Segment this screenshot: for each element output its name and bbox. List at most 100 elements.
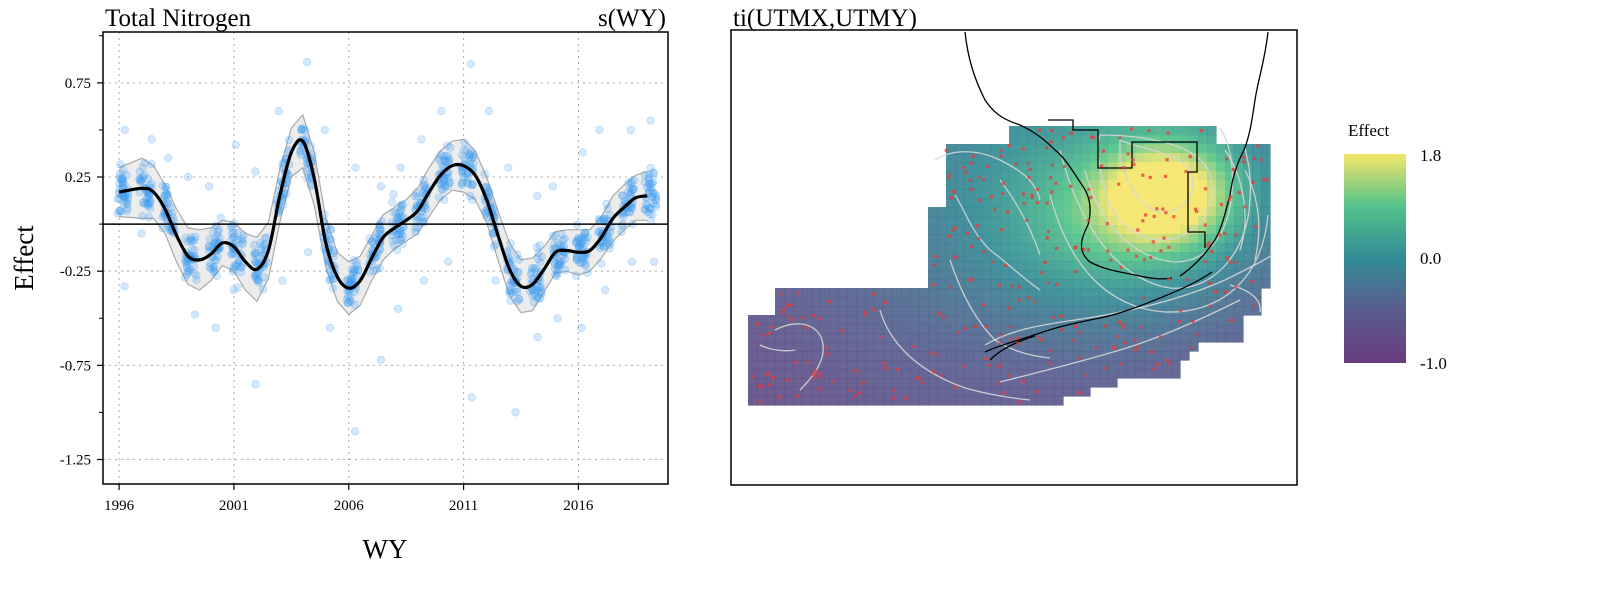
heat-cell [1000,279,1010,289]
station-marker [1048,349,1053,353]
station-marker [1207,241,1211,245]
heat-cell [1243,288,1253,298]
heat-cell [1198,333,1208,343]
station-marker [804,326,808,330]
heat-cell [748,360,758,370]
heat-cell [1045,342,1055,352]
heat-cell [1108,351,1118,361]
heat-cell [1045,144,1055,154]
heat-cell [1108,261,1118,271]
heat-cell [1243,198,1253,208]
heat-cell [1243,207,1253,217]
heat-cell [1207,171,1217,181]
heat-cell [955,171,965,181]
heat-cell [811,306,821,316]
heat-cell [1243,180,1253,190]
heat-cell [1099,279,1109,289]
residual-point [374,229,383,238]
station-marker [1178,320,1182,324]
heat-cell [1009,333,1019,343]
heat-cell [1018,279,1028,289]
station-marker [1118,320,1122,324]
heat-cell [766,396,776,406]
heat-cell [982,306,992,316]
station-marker [971,154,975,158]
station-marker [1208,304,1212,308]
heat-cell [910,315,920,325]
heat-cell [1009,369,1019,379]
heat-cell [748,369,758,379]
residual-point [441,152,450,161]
residual-point [467,393,476,402]
heat-cell [1171,180,1181,190]
heat-cell [1261,243,1271,253]
station-marker [1165,158,1169,162]
heat-cell [991,315,1001,325]
station-marker [1251,180,1255,184]
heat-cell [973,153,983,163]
residual-point [434,154,443,163]
heat-cell [1153,270,1163,280]
station-marker [1017,298,1021,302]
heat-cell [1234,279,1244,289]
contour-line [984,254,1273,346]
heat-cell [1198,144,1208,154]
residual-point [645,204,654,213]
heat-cell [964,369,974,379]
heat-cell [892,288,902,298]
station-marker [1123,340,1127,345]
heat-cell [1090,288,1100,298]
heat-cell [991,207,1001,217]
residual-point [641,200,651,209]
heat-cell [1099,369,1109,379]
heat-cell [1027,216,1037,226]
heat-cell [1153,162,1163,172]
residual-point [236,268,245,277]
station-marker [767,331,771,335]
heat-cell [874,396,884,406]
station-marker [954,256,958,260]
heat-cell [1054,324,1064,334]
heat-cell [1063,234,1073,244]
station-marker [1203,223,1207,227]
heat-cell [1018,387,1028,397]
heat-cell [1090,234,1100,244]
y-axis-title: Effect [9,225,39,291]
heat-cell [955,297,965,307]
residual-point [535,241,544,250]
heat-cell [1018,153,1028,163]
residual-point [465,151,475,160]
residual-point [482,213,491,222]
heat-cell [1198,162,1208,172]
legend-tick-min: -1.0 [1420,354,1447,373]
heat-cell [784,378,794,388]
heat-cell [1117,198,1127,208]
residual-point [581,228,590,237]
residual-point [258,242,267,251]
heat-cell [1162,279,1172,289]
heat-cell [748,342,758,352]
heat-cell [1261,198,1271,208]
heat-cell [874,387,884,397]
station-marker [1055,246,1059,251]
heat-cell [1081,216,1091,226]
residual-point [652,202,661,211]
residual-point [392,214,402,223]
residual-point [396,227,406,236]
residual-point [529,288,539,297]
heat-cell [856,306,866,316]
heat-cell [955,279,965,289]
station-marker [1033,300,1037,304]
heat-cell [1018,243,1028,253]
heat-cell [1090,306,1100,316]
station-marker [1132,162,1136,166]
heat-cell [1126,153,1136,163]
heat-cell [991,360,1001,370]
heat-cell [928,216,938,226]
residual-point [419,276,429,285]
station-marker [1074,245,1078,249]
residual-point [550,231,560,240]
heat-cell [991,189,1001,199]
heat-cell [784,351,794,361]
heat-cell [757,360,767,370]
